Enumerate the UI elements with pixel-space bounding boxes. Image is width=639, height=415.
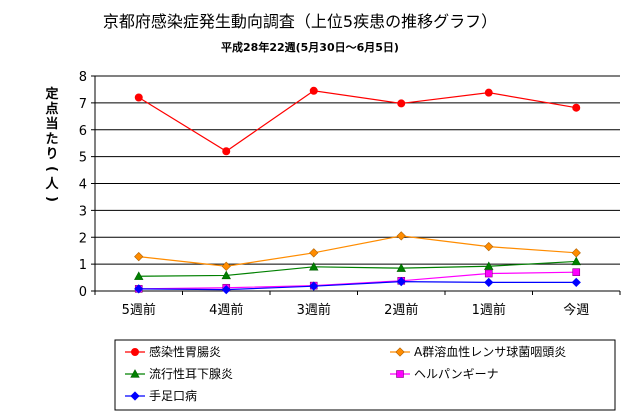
legend-marker (130, 369, 140, 378)
legend-marker (130, 391, 140, 401)
data-point (134, 251, 144, 262)
data-point (484, 88, 493, 97)
y-tick-label: 6 (79, 124, 87, 139)
chart-subtitle: 平成28年22週(5月30日～6月5日) (221, 40, 399, 54)
y-axis-label-char: 人 (45, 176, 59, 192)
y-axis-label-char: 当 (45, 116, 58, 132)
data-point (221, 270, 231, 280)
y-tick-label: 3 (79, 204, 87, 219)
y-tick-label: 7 (79, 97, 87, 112)
data-point (484, 261, 494, 270)
data-point (309, 248, 319, 258)
y-axis-label-char: 点 (45, 101, 58, 117)
y-tick-label: 2 (79, 231, 87, 246)
legend-marker (396, 370, 404, 378)
y-tick-label: 5 (79, 151, 87, 166)
data-point (134, 93, 143, 102)
data-point (571, 256, 581, 266)
data-point (572, 268, 581, 276)
legend-item: 手足口病 (125, 388, 197, 403)
x-tick-label: 今週 (563, 302, 589, 318)
series (134, 86, 581, 295)
y-axis-label-char: ) (44, 196, 59, 202)
data-point (571, 248, 581, 258)
x-tick-label: 4週前 (209, 302, 243, 318)
y-axis-label-char: た (45, 132, 58, 147)
series-4 (134, 268, 581, 293)
tick-labels: 0 1 2 3 4 5 6 7 8 5週前 4週前 3週前 2週前 1週前 今週 (79, 70, 590, 318)
y-tick-label: 1 (79, 258, 87, 273)
y-tick-label: 8 (79, 70, 87, 85)
data-point (484, 277, 494, 288)
data-point (309, 86, 318, 95)
data-point (134, 284, 144, 294)
legend-label: 手足口病 (149, 388, 197, 403)
data-point (134, 271, 144, 280)
series-line (138, 260, 577, 277)
legend-label: 感染性胃腸炎 (149, 344, 221, 359)
data-point (396, 263, 406, 272)
x-tick-label: 5週前 (122, 302, 156, 318)
data-point (397, 99, 406, 108)
y-tick-label: 0 (79, 285, 87, 300)
chart-title: 京都府感染症発生動向調査（上位5疾患の推移グラフ） (103, 12, 497, 31)
data-point (221, 285, 231, 295)
legend-marker (395, 347, 405, 357)
data-point (572, 103, 581, 112)
data-point (309, 281, 319, 291)
x-tick-label: 2週前 (384, 302, 418, 318)
legend-label: A群溶血性レンサ球菌咽頭炎 (414, 344, 566, 359)
x-tick-label: 3週前 (297, 302, 331, 318)
series-line (138, 271, 577, 290)
legend-item: ヘルパンギーナ (390, 367, 499, 381)
data-point (484, 242, 494, 252)
series-2 (134, 231, 581, 271)
y-axis-label-char: り (45, 147, 58, 162)
legend-marker (131, 348, 139, 356)
series-line (138, 90, 577, 152)
series-3 (134, 256, 581, 280)
data-point (221, 261, 231, 271)
data-point (571, 277, 581, 288)
data-point (484, 269, 493, 278)
data-point (222, 147, 231, 156)
axes (91, 75, 621, 295)
legend-item: 流行性耳下腺炎 (125, 367, 233, 381)
legend-label: 流行性耳下腺炎 (149, 367, 233, 381)
legend-item: A群溶血性レンサ球菌咽頭炎 (390, 344, 566, 359)
y-tick-label: 4 (79, 178, 87, 193)
y-axis-label-char: ( (44, 166, 59, 172)
data-point (396, 276, 406, 287)
gridlines (95, 75, 620, 265)
data-point (396, 231, 406, 241)
y-axis-label-char: 定 (44, 86, 58, 102)
x-tick-label: 1週前 (472, 302, 506, 318)
legend-item: 感染性胃腸炎 (125, 344, 221, 359)
series-1 (134, 86, 581, 156)
series-line (138, 235, 577, 267)
series-5 (134, 276, 581, 295)
legend-label: ヘルパンギーナ (414, 367, 499, 381)
legend-box (114, 339, 616, 411)
series-line (138, 280, 577, 291)
data-point (309, 261, 319, 271)
